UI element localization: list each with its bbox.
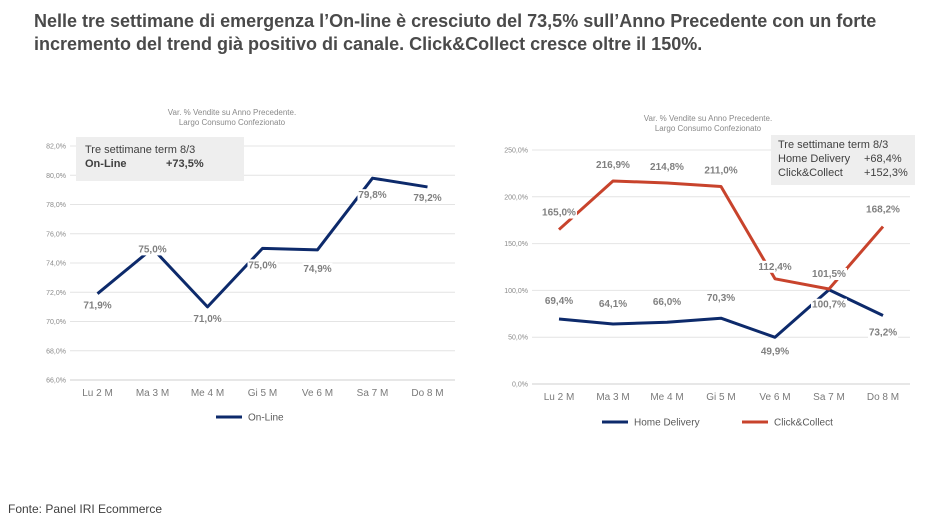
data-label: 168,2% (866, 205, 900, 216)
summary-box-title: Tre settimane term 8/3 (85, 144, 195, 156)
x-tick-label: Me 4 M (650, 392, 683, 403)
data-label-bg (865, 203, 901, 216)
chart-subtitle: Largo Consumo Confezionato (179, 118, 286, 127)
data-label: 79,8% (358, 190, 386, 201)
headline-line-1: Nelle tre settimane di emergenza l’On-li… (34, 11, 877, 31)
data-label: 71,9% (83, 301, 111, 312)
data-label-bg (302, 262, 333, 275)
data-label: 49,9% (761, 346, 789, 357)
data-label: 100,7% (812, 300, 846, 311)
y-tick-label: 150,0% (504, 241, 528, 248)
y-tick-label: 74,0% (46, 261, 66, 268)
summary-box-title: Tre settimane term 8/3 (778, 139, 888, 151)
y-tick-label: 82,0% (46, 144, 66, 151)
summary-box-row-value: +68,4% (864, 153, 902, 165)
data-label-bg (357, 189, 388, 202)
x-tick-label: Ve 6 M (759, 392, 790, 403)
y-tick-label: 200,0% (504, 194, 528, 201)
data-label-bg (82, 299, 113, 312)
y-tick-label: 50,0% (508, 335, 528, 342)
data-label-bg (706, 292, 736, 305)
source-note: Fonte: Panel IRI Ecommerce (8, 502, 163, 516)
data-label: 64,1% (599, 299, 627, 310)
data-label: 73,2% (869, 327, 897, 338)
chart-subtitle: Largo Consumo Confezionato (655, 124, 762, 133)
data-label-bg (757, 260, 793, 273)
data-label: 216,9% (596, 160, 630, 171)
data-label-bg (137, 243, 168, 256)
x-tick-label: Gi 5 M (706, 392, 735, 403)
channels-chart: Var. % Vendite su Anno Precedente.Largo … (504, 114, 915, 429)
y-tick-label: 100,0% (504, 288, 528, 295)
x-tick-label: Ma 3 M (136, 388, 169, 399)
x-tick-label: Lu 2 M (82, 388, 113, 399)
y-tick-label: 68,0% (46, 348, 66, 355)
summary-box-row-label: Home Delivery (778, 153, 851, 165)
x-tick-label: Gi 5 M (248, 388, 277, 399)
data-label-bg (598, 298, 628, 311)
x-tick-label: Do 8 M (411, 388, 443, 399)
data-label: 112,4% (758, 262, 791, 273)
x-tick-label: Sa 7 M (813, 392, 845, 403)
x-tick-label: Me 4 M (191, 388, 224, 399)
y-tick-label: 0,0% (512, 382, 528, 389)
data-label: 101,5% (812, 269, 846, 280)
y-tick-label: 66,0% (46, 378, 66, 385)
data-label-bg (544, 295, 574, 308)
legend-label: On-Line (248, 413, 284, 424)
data-label-bg (192, 312, 223, 325)
data-label-bg (541, 206, 577, 219)
y-tick-label: 72,0% (46, 290, 66, 297)
x-tick-label: Ve 6 M (302, 388, 333, 399)
summary-box-row-value: +73,5% (166, 158, 204, 170)
online-chart-panel: Var. % Vendite su Anno Precedente. Largo … (0, 100, 470, 440)
data-label: 211,0% (704, 166, 737, 177)
data-label: 75,0% (138, 244, 166, 255)
headline: Nelle tre settimane di emergenza l’On-li… (34, 10, 914, 56)
online-chart: Var. % Vendite su Anno Precedente.Largo … (46, 108, 455, 424)
data-label: 70,3% (707, 293, 735, 304)
series-line-click-collect (557, 179, 885, 291)
data-label: 69,4% (545, 296, 573, 307)
legend-label: Home Delivery (634, 418, 700, 429)
data-label: 75,0% (248, 260, 276, 271)
y-tick-label: 70,0% (46, 319, 66, 326)
x-tick-label: Sa 7 M (357, 388, 389, 399)
x-tick-label: Lu 2 M (544, 392, 575, 403)
summary-box-row-value: +152,3% (864, 167, 908, 179)
data-label-bg (811, 267, 847, 280)
data-label: 214,8% (650, 162, 684, 173)
y-tick-label: 80,0% (46, 173, 66, 180)
data-label: 66,0% (653, 297, 681, 308)
y-tick-label: 78,0% (46, 202, 66, 209)
summary-box-row-label: On-Line (85, 158, 127, 170)
data-label-bg (649, 160, 685, 173)
chart-title: Var. % Vendite su Anno Precedente. (168, 108, 296, 117)
data-label-bg (412, 191, 443, 204)
channels-chart-panel: Var. % Vendite su Anno Precedente. Largo … (468, 100, 926, 440)
headline-line-2: incremento del trend già positivo di can… (34, 34, 703, 54)
data-label-bg (868, 326, 898, 339)
data-label-bg (760, 345, 790, 358)
data-label-bg (247, 259, 278, 272)
y-tick-label: 76,0% (46, 231, 66, 238)
chart-title: Var. % Vendite su Anno Precedente. (644, 114, 772, 123)
summary-box (771, 135, 915, 185)
data-label-bg (595, 158, 631, 171)
data-label: 79,2% (413, 193, 441, 204)
data-label-bg (811, 298, 847, 311)
data-label-bg (703, 164, 739, 177)
data-label: 71,0% (193, 314, 221, 325)
summary-box (76, 137, 244, 181)
x-tick-label: Ma 3 M (596, 392, 629, 403)
data-label: 165,0% (542, 208, 576, 219)
y-tick-label: 250,0% (504, 148, 528, 155)
data-label: 74,9% (303, 264, 331, 275)
data-label-bg (652, 296, 682, 309)
x-tick-label: Do 8 M (867, 392, 899, 403)
legend-label: Click&Collect (774, 418, 833, 429)
summary-box-row-label: Click&Collect (778, 167, 843, 179)
